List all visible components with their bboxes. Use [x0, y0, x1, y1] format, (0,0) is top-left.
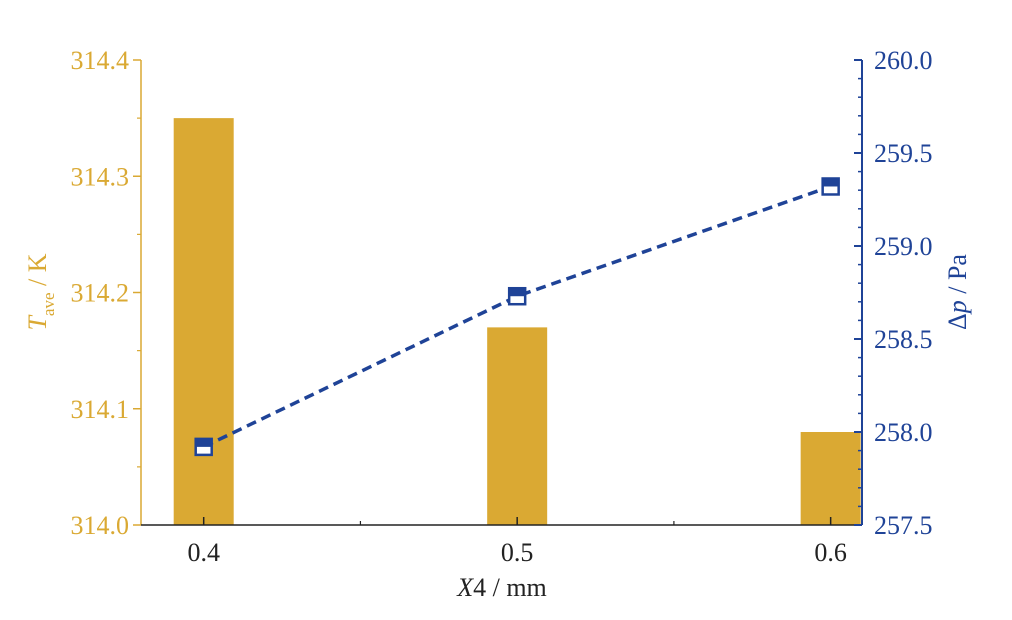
y-left-var: T: [23, 315, 52, 331]
y-right-tick-label: 258.0: [874, 418, 933, 447]
x-axis-title: X4 / mm: [456, 573, 547, 602]
y-left-tick-label: 314.4: [71, 46, 130, 75]
x-tick-label: 0.6: [814, 538, 847, 567]
y-axis-left-title: Tave / K: [23, 253, 58, 330]
y-right-tick-label: 257.5: [874, 511, 933, 540]
y-axis-right-title: Δp / Pa: [943, 254, 972, 330]
y-right-tick-label: 259.5: [874, 139, 933, 168]
series-point: [507, 286, 527, 306]
series-line: [202, 184, 832, 449]
line-layer: [194, 177, 840, 457]
x-tick-label: 0.4: [187, 538, 220, 567]
y-right-rest: / Pa: [943, 254, 972, 301]
y-right-tick-label: 258.5: [874, 325, 933, 354]
x-var: X: [456, 573, 474, 602]
x-tick-label: 0.5: [501, 538, 534, 567]
bar: [487, 327, 548, 525]
bar: [173, 118, 234, 525]
y-right-tick-label: 260.0: [874, 46, 933, 75]
y-left-rest: / K: [23, 253, 52, 292]
y-left-tick-label: 314.0: [71, 511, 130, 540]
x-rest: 4 / mm: [473, 573, 547, 602]
series-point: [821, 177, 840, 196]
bars-layer: [173, 118, 861, 525]
y-left-tick-label: 314.2: [71, 279, 130, 308]
y-right-var: p: [943, 300, 972, 315]
y-left-tick-label: 314.1: [71, 395, 130, 424]
series-point: [194, 437, 213, 457]
y-right-delta: Δ: [943, 313, 972, 330]
y-left-sub: ave: [39, 292, 58, 316]
y-left-tick-label: 314.3: [71, 162, 130, 191]
bar: [800, 432, 861, 525]
axes-layer: 314.0 314.1 314.2 314.3 314.4 257.5 258.0 258.5…: [71, 46, 933, 567]
y-right-tick-label: 259.0: [874, 232, 933, 261]
